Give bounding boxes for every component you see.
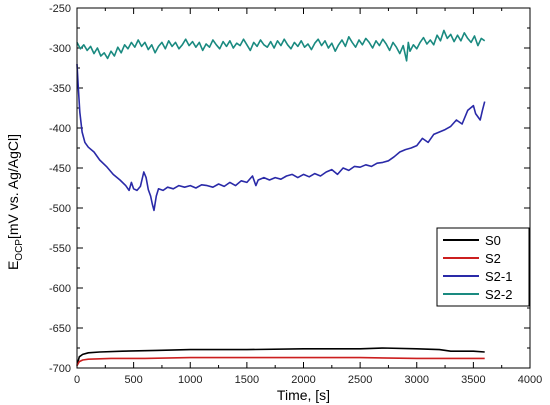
y-tick-label: -450 [49,163,71,175]
x-tick-label: 500 [124,374,142,386]
legend-label-s2-2: S2-2 [485,287,512,302]
y-tick-label: -700 [49,363,71,375]
x-tick-label: 2500 [348,374,372,386]
plot-frame [76,7,531,369]
x-tick-label: 1000 [178,374,202,386]
ticks-layer [76,7,531,369]
y-tick-label: -550 [49,243,71,255]
legend: S0 S2 S2-1 S2-2 [436,227,530,307]
y-axis-title-main: E [5,261,21,270]
series-layer [76,29,486,366]
y-tick-label: -600 [49,283,71,295]
y-axis-title: EOCP[mV vs. Ag/AgCl] [5,134,25,270]
series-line-s2 [76,356,485,366]
y-tick-label: -500 [49,203,71,215]
x-tick-label: 4000 [518,374,542,386]
legend-label-s2-1: S2-1 [485,269,512,284]
y-axis-title-subscript: OCP [14,239,25,261]
y-tick-label: -350 [49,83,71,95]
y-tick-label: -400 [49,123,71,135]
tick-labels-layer: 0 500 1000 1500 2000 2500 3000 3500 4000 -250 -300… [49,3,542,386]
y-tick-label: -250 [49,3,71,15]
series-line-s0 [76,347,485,366]
legend-label-s0: S0 [485,233,501,248]
x-tick-label: 3000 [405,374,429,386]
y-tick-label: -650 [49,323,71,335]
legend-label-s2: S2 [485,251,501,266]
y-tick-label: -300 [49,43,71,55]
series-line-s2-2 [76,29,486,62]
series-line-s2-1 [76,63,486,212]
x-tick-label: 2000 [291,374,315,386]
x-tick-label: 1500 [235,374,259,386]
x-axis-title: Time, [s] [277,387,330,403]
y-axis-title-rest: [mV vs. Ag/AgCl] [5,134,21,239]
x-tick-label: 0 [74,374,80,386]
x-tick-label: 3500 [461,374,485,386]
